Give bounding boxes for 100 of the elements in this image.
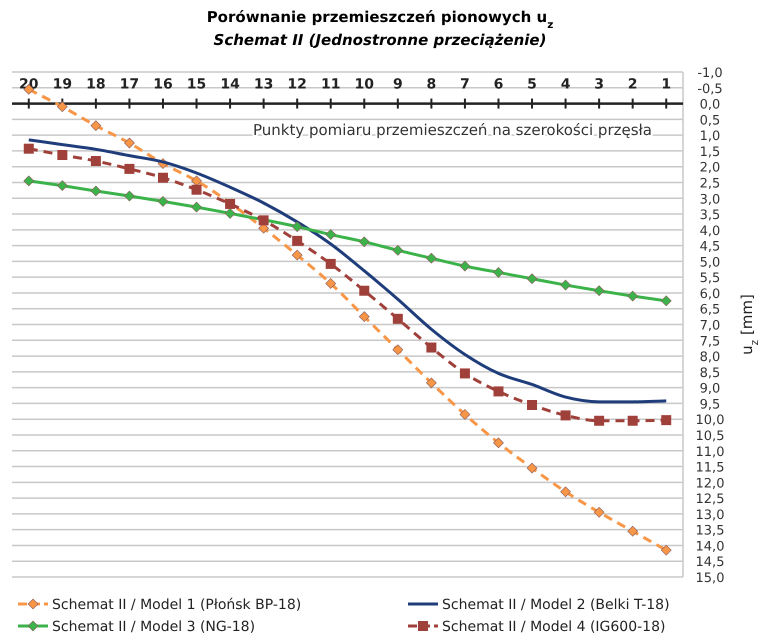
point xyxy=(124,190,135,202)
point xyxy=(225,198,236,209)
point xyxy=(57,180,68,191)
x-tick-label: 17 xyxy=(120,76,140,93)
x-tick-label: 18 xyxy=(86,76,106,93)
y-tick-label: 14,0 xyxy=(696,539,724,554)
point xyxy=(594,506,604,518)
point xyxy=(660,296,672,306)
y-tick-label: 1,0 xyxy=(700,129,720,144)
point xyxy=(326,258,336,269)
point xyxy=(660,544,672,556)
point xyxy=(627,290,638,302)
x-tick-label: 16 xyxy=(153,76,173,93)
point xyxy=(258,215,269,226)
y-tick-label: 11,5 xyxy=(696,460,724,476)
point xyxy=(594,285,604,296)
y-tick-label: 11,0 xyxy=(696,444,724,460)
y-tick-label: 5,5 xyxy=(700,271,720,286)
point xyxy=(560,486,571,498)
y-tick-label: 10,5 xyxy=(696,428,724,444)
y-tick-label: 12,0 xyxy=(696,476,724,492)
point xyxy=(526,273,538,284)
point xyxy=(493,438,504,448)
x-tick-label: 6 xyxy=(494,76,504,93)
x-tick-label: 19 xyxy=(52,76,72,93)
point xyxy=(527,400,538,410)
point xyxy=(57,150,68,160)
x-tick-label: 5 xyxy=(527,76,537,93)
point xyxy=(359,286,370,296)
point xyxy=(292,250,302,260)
x-tick-label: 14 xyxy=(220,76,240,93)
y-tick-label: 0,0 xyxy=(700,98,720,113)
point xyxy=(325,278,336,289)
y-tick-label: 7,5 xyxy=(700,334,720,350)
y-tick-label: 13,0 xyxy=(696,508,724,523)
x-tick-label: 13 xyxy=(254,76,274,93)
y-tick-label: 9,0 xyxy=(700,382,720,397)
point xyxy=(158,196,168,207)
point xyxy=(192,184,202,195)
x-tick-label: 7 xyxy=(460,76,470,93)
point xyxy=(358,311,370,322)
point xyxy=(493,386,504,396)
point xyxy=(426,378,437,388)
point xyxy=(460,260,470,272)
legend-label: Schemat II / Model 1 (Płońsk BP-18) xyxy=(52,597,302,613)
point xyxy=(560,280,571,290)
point xyxy=(124,164,134,174)
y-tick-label: 13,5 xyxy=(696,524,724,539)
point xyxy=(124,138,135,148)
y-tick-label: 0,5 xyxy=(700,113,720,128)
point xyxy=(191,202,202,212)
annotation: Punkty pomiaru przemieszczeń na szerokości przęsła xyxy=(252,121,652,140)
point xyxy=(426,342,436,353)
x-tick-label: 8 xyxy=(426,76,436,93)
point xyxy=(526,462,538,474)
point xyxy=(460,409,470,420)
y-tick-label: 8,5 xyxy=(700,366,720,381)
x-tick-label: 4 xyxy=(560,76,571,93)
point xyxy=(90,120,102,131)
point xyxy=(392,314,403,324)
point xyxy=(392,344,404,356)
y-tick-label: 14,5 xyxy=(696,555,724,570)
point xyxy=(493,267,504,278)
y-tick-label: 9,5 xyxy=(700,397,720,412)
y-tick-label: 3,5 xyxy=(700,208,720,224)
y-tick-label: 15,0 xyxy=(696,571,724,586)
y-tick-label: 8,0 xyxy=(700,350,720,366)
y-tick-label: 2,0 xyxy=(700,160,720,176)
point xyxy=(426,252,437,264)
point xyxy=(325,229,336,240)
point xyxy=(392,245,404,256)
y-tick-label: 4,5 xyxy=(700,240,720,255)
y-tick-label: 12,5 xyxy=(696,492,724,508)
y-tick-label: -1,0 xyxy=(697,66,723,81)
point xyxy=(23,176,34,186)
y-tick-label: 6,0 xyxy=(700,286,720,302)
y-tick-label: -0,5 xyxy=(697,82,723,97)
point xyxy=(560,410,571,420)
y-tick-label: 1,5 xyxy=(700,144,720,160)
x-tick-label: 1 xyxy=(661,76,672,93)
point xyxy=(224,208,236,219)
x-tick-label: 3 xyxy=(594,76,604,93)
y-tick-label: 3,0 xyxy=(700,192,720,208)
x-tick-label: 12 xyxy=(287,76,307,93)
point xyxy=(292,221,302,232)
legend-label: Schemat II / Model 4 (IG600-18) xyxy=(442,619,666,635)
y-tick-label: 5,0 xyxy=(700,255,720,270)
point xyxy=(158,172,168,183)
y-tick-label: 2,5 xyxy=(700,176,720,192)
point xyxy=(628,416,638,426)
point xyxy=(358,236,370,248)
point xyxy=(594,416,604,426)
point xyxy=(191,176,202,186)
point xyxy=(24,144,34,154)
y-tick-label: 4,0 xyxy=(700,224,720,239)
y-tick-label: 7,0 xyxy=(700,318,720,334)
legend-label: Schemat II / Model 2 (Belki T-18) xyxy=(442,597,670,613)
point xyxy=(460,368,470,378)
point xyxy=(90,156,101,166)
point xyxy=(292,236,302,246)
